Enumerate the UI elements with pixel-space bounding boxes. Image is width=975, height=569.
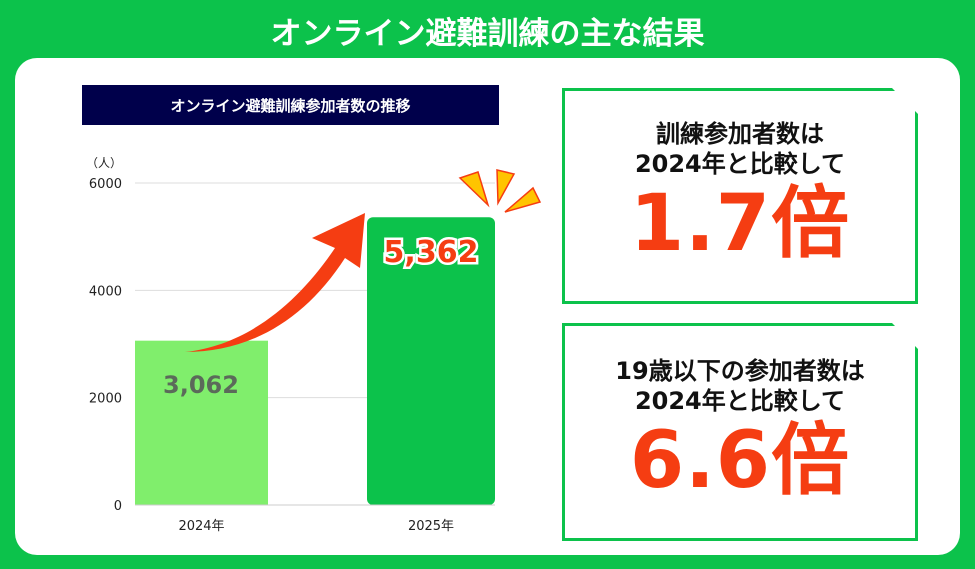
card-line2: 2024年と比較して (634, 387, 846, 415)
card-value: 1.7倍 (629, 179, 851, 269)
y-tick-label: 4000 (89, 284, 122, 299)
card-line1: 訓練参加者数は (656, 120, 824, 148)
growth-arrow-icon (185, 213, 365, 352)
y-tick-label: 0 (114, 499, 122, 514)
value-label: 3,062 (163, 371, 239, 399)
chart-title: オンライン避難訓練参加者数の推移 (82, 85, 499, 125)
value-label: 5,362 (384, 235, 479, 270)
bar-2025年 (367, 217, 495, 506)
x-tick-label: 2025年 (408, 519, 454, 534)
sparkle-icon (504, 186, 542, 213)
card-line1: 19歳以下の参加者数は (615, 357, 865, 385)
sparkle-icon (496, 169, 516, 206)
bar-chart: （人） 0 2000 4000 6000 2024年 2025年 3,062 5,362 (86, 156, 542, 534)
sparkle-icon (458, 171, 490, 208)
card-participants: 訓練参加者数は 2024年と比較して 1.7倍 (562, 88, 918, 304)
card-value: 6.6倍 (629, 416, 851, 506)
x-tick-label: 2024年 (178, 519, 224, 534)
card-under19: 19歳以下の参加者数は 2024年と比較して 6.6倍 (562, 323, 918, 541)
y-tick-label: 6000 (89, 177, 122, 192)
y-tick-label: 2000 (89, 392, 122, 407)
bar-2024年 (135, 340, 268, 505)
y-axis-unit: （人） (86, 156, 122, 170)
page-title: オンライン避難訓練の主な結果 (270, 16, 705, 52)
folded-corner-icon (892, 323, 918, 349)
folded-corner-icon (892, 88, 918, 114)
card-line2: 2024年と比較して (634, 150, 846, 178)
